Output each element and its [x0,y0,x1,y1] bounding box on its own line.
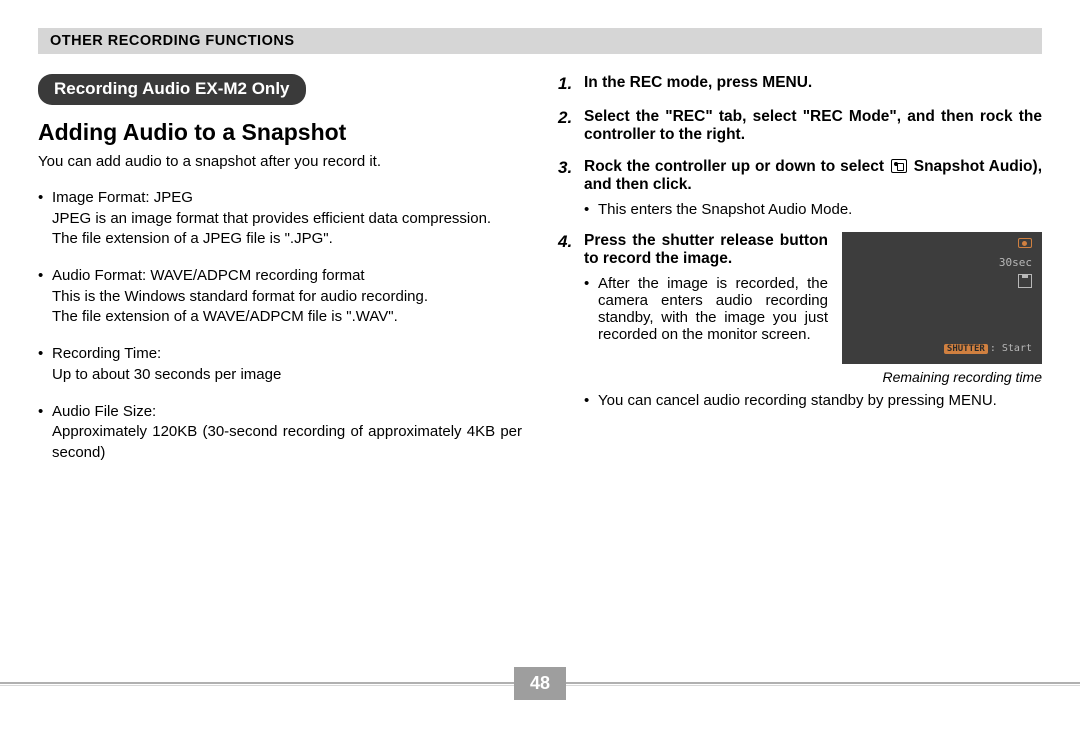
spec-item: • Image Format: JPEG JPEG is an image fo… [38,188,522,250]
step-item: 3. Rock the controller up or down to sel… [558,158,1042,218]
shutter-hint-text: : Start [990,343,1032,354]
monitor-figure: 30sec SHUTTER: Start Remaining recording… [842,232,1042,385]
step-item: 2. Select the "REC" tab, select "REC Mod… [558,108,1042,144]
manual-page: OTHER RECORDING FUNCTIONS Recording Audi… [0,0,1080,480]
step-number: 2. [558,108,584,144]
save-icon [1018,274,1032,288]
spec-title: Image Format: JPEG [52,188,522,209]
left-column: Recording Audio EX-M2 Only Adding Audio … [38,74,522,480]
section-header-bar: OTHER RECORDING FUNCTIONS [38,28,1042,54]
spec-body-line: JPEG is an image format that provides ef… [52,209,522,230]
page-footer: 48 [0,667,1080,700]
spec-item: • Audio File Size: Approximately 120KB (… [38,402,522,464]
shutter-badge: SHUTTER [944,344,988,354]
step-text: Select the "REC" tab, select "REC Mode",… [584,108,1042,144]
spec-body-line: Approximately 120KB (30-second recording… [52,422,522,463]
bullet: • [584,201,598,218]
step-item: 1. In the REC mode, press MENU. [558,74,1042,94]
footer-rule [0,682,514,686]
step-number: 1. [558,74,584,94]
sub-text: After the image is recorded, the camera … [598,275,828,343]
bullet: • [584,275,598,343]
main-heading: Adding Audio to a Snapshot [38,119,522,146]
snapshot-audio-icon [891,159,907,173]
spec-title: Audio Format: WAVE/ADPCM recording forma… [52,266,522,287]
spec-title: Recording Time: [52,344,522,365]
two-column-layout: Recording Audio EX-M2 Only Adding Audio … [38,74,1042,480]
step-sub-item: • After the image is recorded, the camer… [584,275,828,343]
step-text: In the REC mode, press MENU. [584,74,1042,92]
step-text: Press the shutter release button to reco… [584,232,828,268]
bullet: • [38,402,52,464]
bullet: • [38,266,52,328]
monitor-caption: Remaining recording time [842,369,1042,385]
camera-monitor-screen: 30sec SHUTTER: Start [842,232,1042,364]
step-sub-item: • This enters the Snapshot Audio Mode. [584,201,1042,218]
monitor-shutter-hint: SHUTTER: Start [944,343,1032,354]
bullet: • [38,344,52,385]
step-text-part: Rock the controller up or down to select [584,158,889,175]
sub-text: You can cancel audio recording standby b… [598,392,1042,409]
step-number: 3. [558,158,584,218]
step-text: Rock the controller up or down to select… [584,158,1042,194]
spec-item: • Audio Format: WAVE/ADPCM recording for… [38,266,522,328]
snapshot-audio-icon [1018,238,1032,248]
bullet: • [38,188,52,250]
spec-body-line: The file extension of a JPEG file is ".J… [52,229,522,250]
spec-body-line: This is the Windows standard format for … [52,287,522,308]
intro-text: You can add audio to a snapshot after yo… [38,153,522,170]
right-column: 1. In the REC mode, press MENU. 2. Selec… [558,74,1042,480]
page-number: 48 [514,667,566,700]
footer-rule [566,682,1080,686]
monitor-remaining-time: 30sec [999,256,1032,269]
spec-title: Audio File Size: [52,402,522,423]
spec-item: • Recording Time: Up to about 30 seconds… [38,344,522,385]
bullet: • [584,392,598,409]
step-number: 4. [558,232,584,409]
spec-body-line: The file extension of a WAVE/ADPCM file … [52,307,522,328]
section-header-text: OTHER RECORDING FUNCTIONS [50,33,295,49]
subsection-pill: Recording Audio EX-M2 Only [38,74,306,105]
pill-label: Recording Audio EX-M2 Only [54,79,290,98]
sub-text: This enters the Snapshot Audio Mode. [598,201,1042,218]
step-item: 4. Press the shutter release button to r… [558,232,1042,409]
steps-list: 1. In the REC mode, press MENU. 2. Selec… [558,74,1042,409]
spec-body-line: Up to about 30 seconds per image [52,365,522,386]
step-sub-item: • You can cancel audio recording standby… [584,392,1042,409]
spec-list: • Image Format: JPEG JPEG is an image fo… [38,188,522,464]
